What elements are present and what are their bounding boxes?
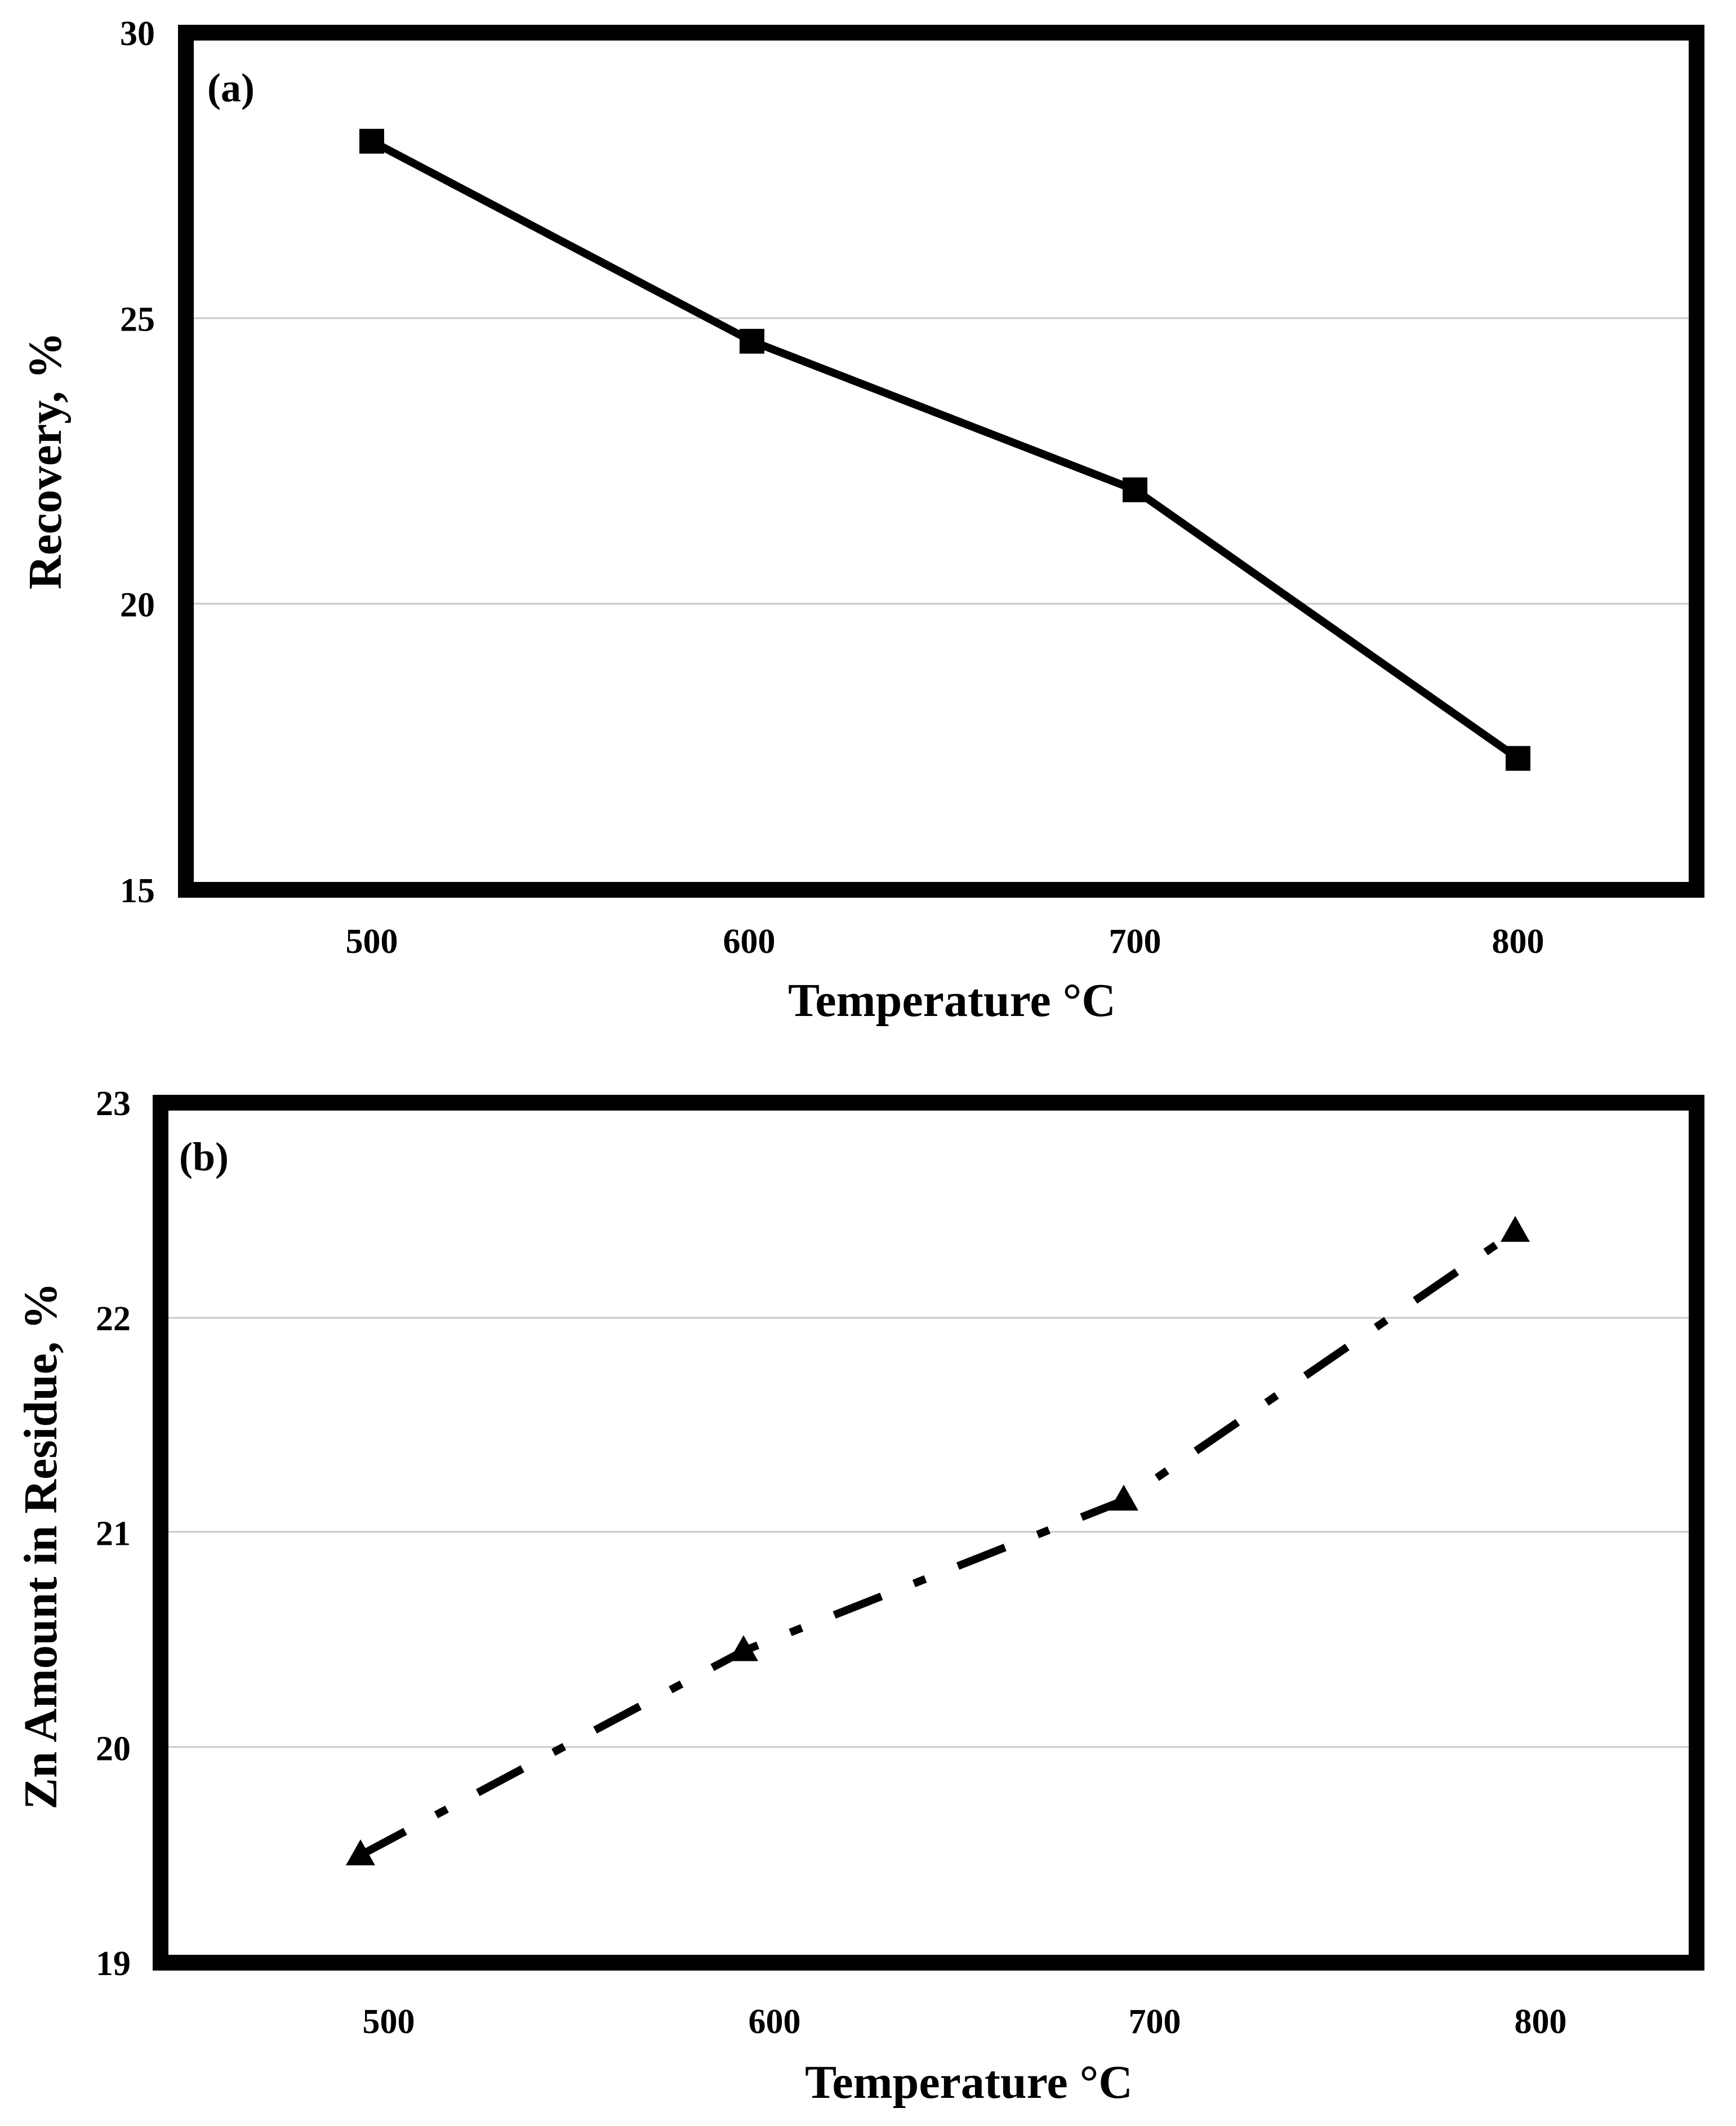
data-point [346,1839,375,1866]
x-tick-label: 600 [723,922,776,961]
x-tick-label: 500 [363,2003,415,2041]
x-axis-title: Temperature °C [788,974,1116,1027]
y-tick-label: 19 [96,1945,131,1983]
data-point [1123,477,1147,502]
y-tick-label: 25 [120,300,155,338]
data-markers [359,128,1530,771]
plot-frame [178,25,1704,898]
series-line [358,1228,1517,1859]
y-tick-label: 20 [96,1730,131,1768]
x-tick-label: 500 [346,922,398,961]
x-axis-title: Temperature °C [805,2056,1133,2109]
x-tick-label: 700 [1109,922,1161,961]
y-tick-label: 30 [120,15,155,53]
y-tick-label: 22 [96,1300,131,1338]
x-tick-label: 800 [1515,2003,1567,2041]
plot-frame [153,1095,1704,1971]
panel-label: (b) [179,1134,229,1179]
y-tick-label: 15 [120,872,155,910]
y-axis-title: Zn Amount in Residue, % [15,1282,67,1809]
y-tick-label: 23 [96,1085,131,1123]
y-tick-labels: 15 20 25 30 [120,15,155,910]
y-axis-title: Recovery, % [19,332,72,589]
x-tick-label: 800 [1492,922,1544,961]
data-point [1501,1216,1530,1242]
x-tick-label: 700 [1129,2003,1181,2041]
y-tick-label: 21 [96,1515,131,1553]
data-markers [346,1216,1530,1866]
x-tick-label: 600 [749,2003,801,2041]
data-point [729,1635,758,1661]
panel-label: (a) [207,65,255,110]
chart-panel-a: 15 20 25 30 500 600 700 800 (a) Recovery, % Te… [19,15,1704,1027]
y-tick-labels: 19 20 21 22 23 [96,1085,131,1983]
series-line [370,137,1521,762]
data-point [1109,1485,1138,1511]
chart-panel-b: 19 20 21 22 23 500 600 700 800 (b) Zn Amount in… [15,1085,1704,2109]
data-point [740,328,764,354]
x-tick-labels: 500 600 700 800 [363,2003,1567,2041]
y-tick-label: 20 [120,586,155,625]
data-point [1506,746,1530,771]
x-tick-labels: 500 600 700 800 [346,922,1544,961]
data-point [359,128,384,154]
